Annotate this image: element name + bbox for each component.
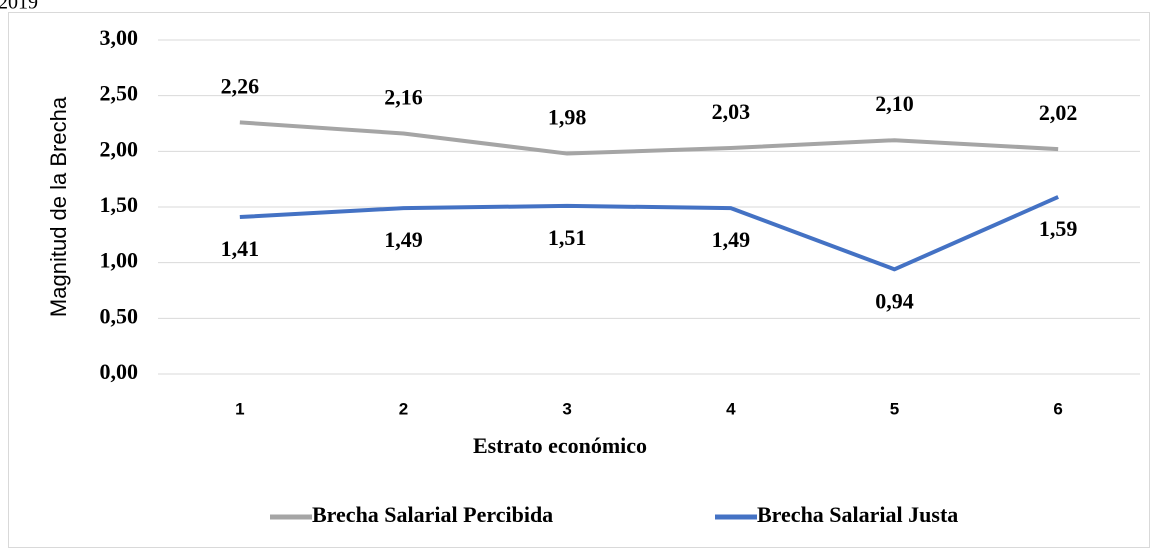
y-tick-label: 1,00 xyxy=(100,248,139,273)
data-label: 1,51 xyxy=(548,225,587,250)
y-tick-label: 2,00 xyxy=(100,136,139,161)
y-tick-label: 1,50 xyxy=(100,192,139,217)
x-tick-label: 6 xyxy=(1053,399,1062,418)
y-axis-title: Magnitud de la Brecha xyxy=(46,96,71,317)
x-tick-label: 1 xyxy=(235,399,244,418)
data-label: 1,59 xyxy=(1039,216,1078,241)
x-axis-title: Estrato económico xyxy=(473,433,647,458)
x-tick-label: 5 xyxy=(890,399,899,418)
series-line xyxy=(239,120,1059,156)
data-label: 1,49 xyxy=(712,227,751,252)
header-text: 2019 xyxy=(0,0,38,14)
legend-label: Brecha Salarial Justa xyxy=(757,502,958,527)
data-label: 1,49 xyxy=(384,227,423,252)
data-label: 2,10 xyxy=(875,91,914,116)
data-label: 2,02 xyxy=(1039,100,1078,125)
legend-label: Brecha Salarial Percibida xyxy=(312,502,553,527)
x-tick-label: 3 xyxy=(562,399,571,418)
series-line xyxy=(239,195,1059,272)
data-label: 2,03 xyxy=(712,99,751,124)
data-label: 2,16 xyxy=(384,85,423,110)
data-label: 2,26 xyxy=(221,73,260,98)
chart-border xyxy=(8,12,1150,548)
y-tick-label: 3,00 xyxy=(100,25,139,50)
x-tick-label: 2 xyxy=(399,399,408,418)
data-label: 1,98 xyxy=(548,105,587,130)
data-label: 1,41 xyxy=(221,236,260,261)
y-tick-label: 2,50 xyxy=(100,81,139,106)
x-tick-label: 4 xyxy=(726,399,736,418)
y-tick-label: 0,00 xyxy=(100,359,139,384)
y-tick-label: 0,50 xyxy=(100,303,139,328)
data-label: 0,94 xyxy=(875,288,914,313)
